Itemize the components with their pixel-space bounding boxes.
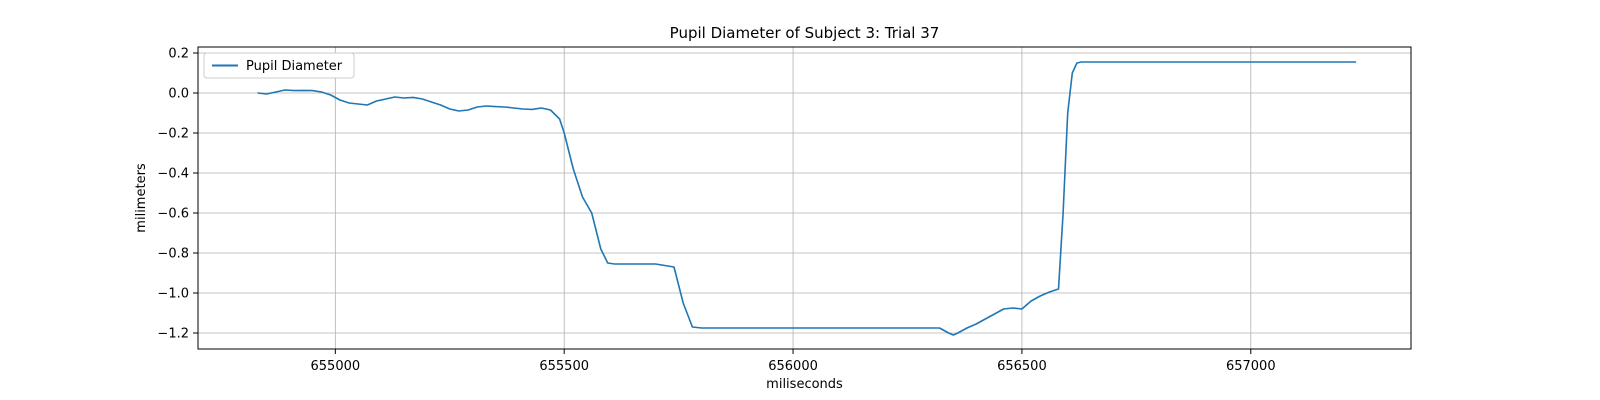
y-tick-label: 0.2 [168, 47, 189, 62]
plot-frame [197, 46, 1412, 350]
x-tick-label: 657000 [1226, 359, 1276, 374]
y-tick-label: −0.4 [157, 167, 189, 182]
y-tick-label: −0.6 [157, 207, 189, 222]
x-tick-label: 655500 [539, 359, 589, 374]
legend: Pupil Diameter [203, 52, 355, 79]
chart-title: Pupil Diameter of Subject 3: Trial 37 [670, 24, 940, 42]
x-axis-label: miliseconds [766, 377, 843, 392]
legend-box [203, 52, 355, 79]
series-layer [257, 61, 1357, 336]
y-tick-label: 0.0 [168, 87, 189, 102]
x-tick-label: 656500 [997, 359, 1047, 374]
y-axis-label: milimeters [134, 163, 149, 233]
y-tick-label: −1.0 [157, 287, 189, 302]
axis-ticks: 655000 655500 656000 656500 657000 0.2 0.0 −0.2… [157, 47, 1275, 375]
x-tick-label: 655000 [311, 359, 361, 374]
x-tick-label: 656000 [768, 359, 818, 374]
series-line-pupil-diameter [257, 61, 1357, 336]
grid-lines [198, 47, 1411, 349]
legend-label: Pupil Diameter [246, 59, 343, 74]
y-tick-label: −0.2 [157, 127, 189, 142]
y-tick-label: −0.8 [157, 247, 189, 262]
y-tick-label: −1.2 [157, 327, 189, 342]
